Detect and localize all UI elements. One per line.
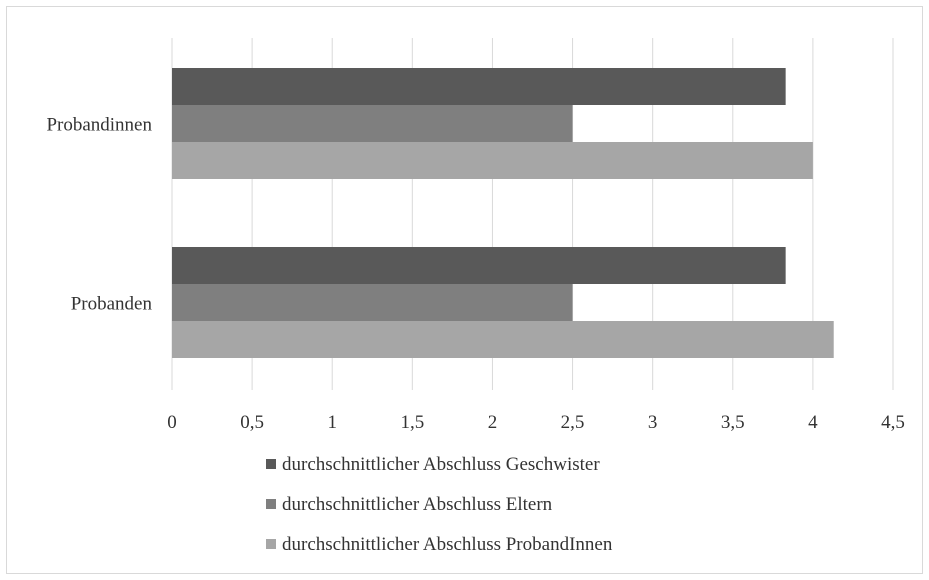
legend-label: durchschnittlicher Abschluss Geschwister xyxy=(282,454,600,475)
x-tick-label: 0,5 xyxy=(240,412,264,433)
bar xyxy=(172,321,834,358)
bar xyxy=(172,142,813,179)
x-tick-label: 0 xyxy=(167,412,177,433)
legend-swatch xyxy=(266,459,276,469)
legend-swatch xyxy=(266,539,276,549)
legend: durchschnittlicher Abschluss Geschwister… xyxy=(266,454,613,555)
x-tick-label: 4,5 xyxy=(881,412,905,433)
axes: 0 0,5 1 1,5 2 2,5 3 3,5 4 4,5 Probandinnen Probande… xyxy=(46,115,904,434)
chart-frame xyxy=(6,6,923,574)
legend-swatch xyxy=(266,499,276,509)
legend-label: durchschnittlicher Abschluss Eltern xyxy=(282,494,553,515)
category-label: Probandinnen xyxy=(46,115,152,136)
x-tick-label: 3,5 xyxy=(721,412,745,433)
bars xyxy=(172,68,834,358)
bar xyxy=(172,105,573,142)
bar xyxy=(172,68,786,105)
x-tick-label: 4 xyxy=(808,412,818,433)
category-label: Probanden xyxy=(71,294,153,315)
x-tick-label: 1,5 xyxy=(400,412,424,433)
x-tick-label: 2 xyxy=(488,412,498,433)
x-tick-label: 3 xyxy=(648,412,658,433)
bar xyxy=(172,247,786,284)
bar xyxy=(172,284,573,321)
x-tick-label: 2,5 xyxy=(561,412,585,433)
legend-label: durchschnittlicher Abschluss ProbandInne… xyxy=(282,534,613,555)
x-tick-label: 1 xyxy=(327,412,337,433)
